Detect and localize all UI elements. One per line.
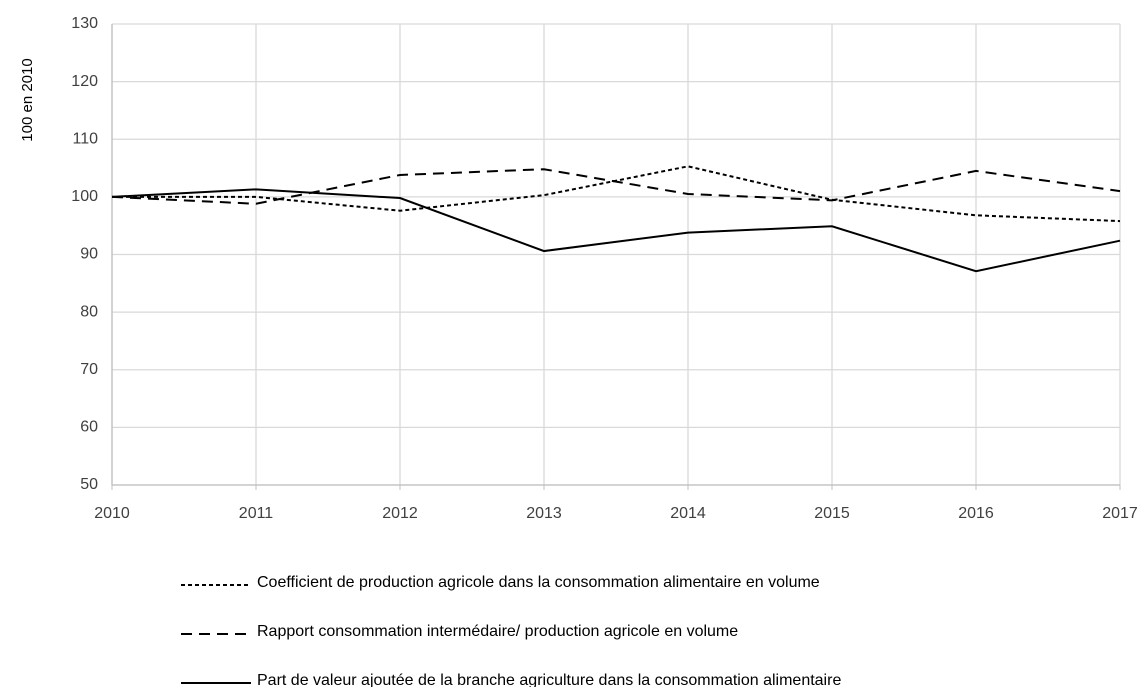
y-tick-label: 70	[80, 361, 98, 378]
y-tick-label: 80	[80, 303, 98, 320]
x-tick-label: 2012	[382, 505, 418, 522]
y-tick-label: 130	[71, 15, 98, 32]
x-tick-label: 2015	[814, 505, 850, 522]
y-tick-label: 60	[80, 419, 98, 436]
x-tick-label: 2011	[239, 505, 274, 522]
y-tick-label: 120	[71, 73, 98, 90]
y-tick-label: 110	[72, 130, 98, 147]
legend-label: Coefficient de production agricole dans …	[257, 574, 820, 591]
y-tick-label: 50	[80, 476, 98, 493]
legend-label: Part de valeur ajoutée de la branche agr…	[257, 672, 841, 687]
x-tick-label: 2014	[670, 505, 706, 522]
x-tick-label: 2016	[958, 505, 994, 522]
x-tick-label: 2013	[526, 505, 562, 522]
x-tick-label: 2010	[94, 505, 130, 522]
series-line	[111, 188, 1121, 273]
y-tick-label: 90	[80, 246, 98, 263]
y-tick-label: 100	[71, 188, 98, 205]
legend-label: Rapport consommation intermédaire/ produ…	[257, 623, 738, 640]
x-tick-label: 2017	[1102, 505, 1138, 522]
series-line	[111, 168, 1121, 205]
series-line	[112, 165, 1121, 223]
y-axis-label: 100 en 2010	[19, 58, 36, 141]
